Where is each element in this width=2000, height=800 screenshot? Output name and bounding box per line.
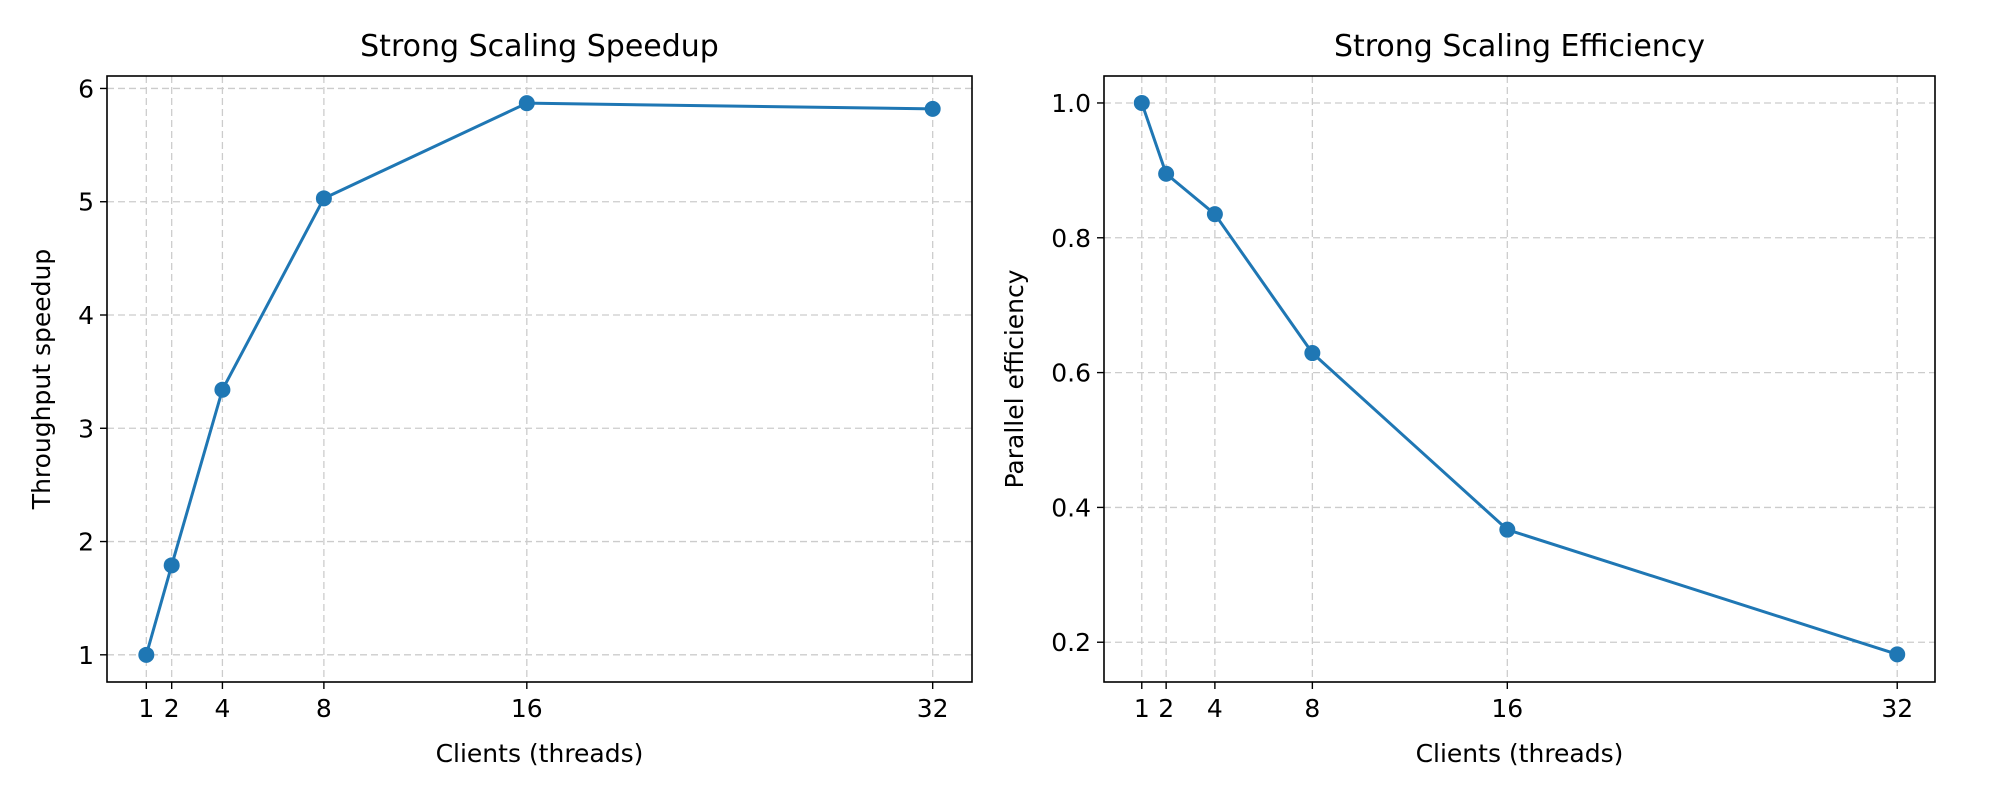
speedup-series [138,95,941,663]
speedup-grid [107,76,972,682]
speedup-data-point [315,190,332,207]
speedup-plot-frame [106,75,973,683]
speedup-chart-title: Strong Scaling Speedup [360,29,719,64]
speedup-x-tick-label: 2 [164,694,180,723]
efficiency-chart-title: Strong Scaling Efficiency [1334,29,1705,64]
efficiency-x-tick-label: 8 [1304,694,1320,723]
efficiency-y-tick-label: 0.4 [1051,493,1091,522]
speedup-x-tick-label: 8 [316,694,332,723]
speedup-data-point [924,100,941,117]
efficiency-data-point [1499,521,1516,538]
speedup-y-tick-label: 1 [78,641,94,670]
efficiency-x-tick-label: 1 [1134,694,1150,723]
efficiency-x-axis-label: Clients (threads) [1416,739,1624,768]
speedup-data-point [138,646,155,663]
efficiency-y-tick-label: 1.0 [1051,89,1091,118]
efficiency-series-line [1140,102,1898,656]
speedup-x-tick-label: 32 [917,694,949,723]
efficiency-x-tick-label: 4 [1207,694,1223,723]
efficiency-data-point [1133,94,1150,111]
speedup-y-axis-label: Throughput speedup [27,249,56,510]
efficiency-y-tick-label: 0.6 [1051,359,1091,388]
speedup-x-tick-label: 4 [214,694,230,723]
speedup-y-tick-label: 6 [78,74,94,103]
speedup-data-point [518,95,535,112]
speedup-x-tick-label: 1 [138,694,154,723]
efficiency-x-tick-label: 32 [1881,694,1913,723]
efficiency-data-point [1158,165,1175,182]
speedup-y-tick-label: 2 [78,528,94,557]
efficiency-grid [1104,76,1935,682]
efficiency-data-point [1304,345,1321,362]
efficiency-ticks: 1 2 4 8 16 32 0.2 0.4 0.6 0.8 1.0 [1051,89,1913,723]
efficiency-data-point [1889,646,1906,663]
efficiency-y-tick-label: 0.2 [1051,628,1091,657]
efficiency-data-point [1206,206,1223,223]
efficiency-y-tick-label: 0.8 [1051,224,1091,253]
efficiency-x-tick-label: 16 [1491,694,1523,723]
efficiency-series [1133,94,1906,663]
efficiency-chart: 1 2 4 8 16 32 0.2 0.4 0.6 0.8 1.0 Strong Scaling E… [1000,29,1936,768]
speedup-y-tick-label: 5 [78,188,94,217]
speedup-y-tick-label: 3 [78,414,94,443]
speedup-data-point [163,557,180,574]
speedup-data-point [214,381,231,398]
speedup-series-line [144,101,933,656]
efficiency-y-axis-label: Parallel efficiency [1000,269,1029,488]
speedup-x-axis-label: Clients (threads) [436,739,644,768]
efficiency-x-tick-label: 2 [1158,694,1174,723]
speedup-x-tick-label: 16 [511,694,543,723]
speedup-y-tick-label: 4 [78,301,94,330]
efficiency-plot-frame [1103,75,1936,683]
